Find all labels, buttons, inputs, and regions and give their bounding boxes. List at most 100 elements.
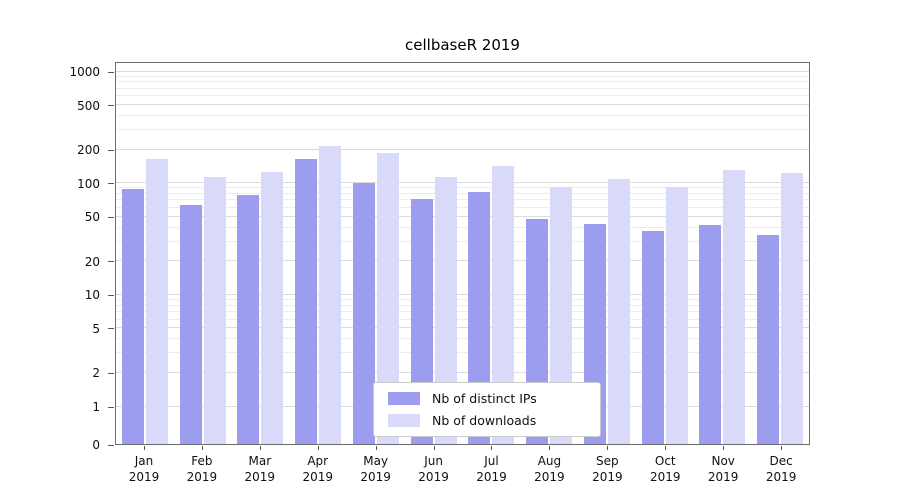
x-tick-mark bbox=[723, 446, 725, 450]
gridline bbox=[116, 318, 809, 320]
gridline bbox=[116, 226, 809, 228]
bar-group-apr bbox=[289, 145, 347, 444]
y-tick-label: 1 bbox=[92, 400, 100, 414]
bar-group-nov bbox=[694, 169, 752, 444]
y-tick-mark bbox=[108, 149, 114, 151]
bar-distinct-ips-may bbox=[352, 182, 375, 444]
y-tick-mark bbox=[108, 444, 114, 446]
y-tick-label: 0 bbox=[92, 438, 100, 452]
bar-distinct-ips-jul bbox=[468, 192, 491, 444]
bar-downloads-feb bbox=[203, 176, 226, 444]
gridline bbox=[116, 327, 809, 329]
y-tick-mark bbox=[108, 183, 114, 185]
bar-downloads-may bbox=[376, 152, 399, 444]
gridline bbox=[116, 128, 809, 130]
gridline bbox=[116, 193, 809, 194]
x-tick-label-nov: Nov 2019 bbox=[694, 446, 752, 485]
x-tick-label-jul: Jul 2019 bbox=[463, 446, 521, 485]
gridline bbox=[116, 240, 809, 242]
x-tick-mark bbox=[201, 446, 203, 450]
gridline bbox=[116, 114, 809, 116]
bar-group-may bbox=[347, 152, 405, 444]
legend-swatch-distinct-ips bbox=[388, 392, 420, 405]
bar-downloads-jul bbox=[492, 165, 515, 444]
x-tick-mark bbox=[607, 446, 609, 450]
y-tick-label: 200 bbox=[77, 143, 100, 158]
gridline bbox=[116, 352, 809, 354]
gridline bbox=[116, 311, 809, 313]
bar-group-mar bbox=[232, 172, 290, 444]
gridline bbox=[116, 81, 809, 83]
gridline bbox=[116, 87, 809, 89]
x-tick-label-aug: Aug 2019 bbox=[520, 446, 578, 485]
gridline bbox=[116, 293, 809, 295]
bar-distinct-ips-dec bbox=[757, 235, 780, 444]
y-tick-label: 20 bbox=[84, 254, 100, 269]
bar-downloads-aug bbox=[550, 187, 573, 444]
y-tick-label: 5 bbox=[92, 321, 100, 336]
bar-downloads-sep bbox=[607, 178, 630, 444]
y-tick-mark bbox=[108, 216, 114, 218]
legend-item-distinct-ips: Nb of distinct IPs bbox=[388, 391, 586, 406]
y-tick-label: 50 bbox=[84, 210, 100, 225]
y-tick-mark bbox=[108, 294, 114, 296]
x-tick-label-may: May 2019 bbox=[347, 446, 405, 485]
bar-downloads-dec bbox=[781, 173, 804, 444]
gridline bbox=[116, 304, 809, 306]
y-tick-mark bbox=[108, 328, 114, 330]
legend-label-distinct-ips: Nb of distinct IPs bbox=[432, 391, 537, 406]
gridline bbox=[116, 75, 809, 77]
bar-group-feb bbox=[174, 176, 232, 444]
x-tick-label-mar: Mar 2019 bbox=[231, 446, 289, 485]
x-tick-label-jun: Jun 2019 bbox=[405, 446, 463, 485]
x-tick-label-jan: Jan 2019 bbox=[115, 446, 173, 485]
gridline bbox=[116, 260, 809, 262]
bar-group-dec bbox=[751, 173, 809, 444]
x-tick-mark bbox=[375, 446, 377, 450]
y-tick-label: 1000 bbox=[69, 65, 100, 79]
y-tick-mark bbox=[108, 261, 114, 263]
bar-distinct-ips-nov bbox=[699, 224, 722, 444]
y-tick-label: 10 bbox=[84, 288, 100, 303]
x-tick-label-sep: Sep 2019 bbox=[578, 446, 636, 485]
bar-distinct-ips-oct bbox=[641, 230, 664, 444]
x-tick-mark bbox=[259, 446, 261, 450]
y-tick-mark bbox=[108, 71, 114, 73]
x-tick-mark bbox=[665, 446, 667, 450]
x-tick-label-oct: Oct 2019 bbox=[636, 446, 694, 485]
bar-downloads-jan bbox=[145, 159, 168, 444]
legend: Nb of distinct IPs Nb of downloads bbox=[373, 382, 601, 437]
legend-label-downloads: Nb of downloads bbox=[432, 413, 537, 428]
chart-title: cellbaseR 2019 bbox=[405, 36, 520, 54]
x-tick-label-apr: Apr 2019 bbox=[289, 446, 347, 485]
gridline bbox=[116, 298, 809, 300]
y-tick-label: 500 bbox=[77, 98, 100, 113]
x-axis: Jan 2019 Feb 2019 Mar 2019 Apr 2019 May 2019 Jun 20… bbox=[115, 446, 810, 485]
bar-group-jan bbox=[116, 159, 174, 444]
bar-downloads-nov bbox=[723, 169, 746, 444]
y-axis: 0 1 2 5 10 20 50 100 200 500 1000 bbox=[0, 62, 115, 451]
y-tick-label: 100 bbox=[77, 176, 100, 191]
x-tick-label-dec: Dec 2019 bbox=[752, 446, 810, 485]
gridline bbox=[116, 95, 809, 97]
x-tick-mark bbox=[549, 446, 551, 450]
gridline bbox=[116, 70, 809, 72]
legend-swatch-downloads bbox=[388, 414, 420, 427]
bar-downloads-apr bbox=[319, 145, 342, 444]
legend-item-downloads: Nb of downloads bbox=[388, 413, 586, 428]
gridline bbox=[116, 187, 809, 189]
bar-distinct-ips-apr bbox=[295, 158, 318, 444]
bar-downloads-jun bbox=[434, 177, 457, 444]
plot-area: Nb of distinct IPs Nb of downloads bbox=[115, 62, 810, 445]
x-tick-mark bbox=[491, 446, 493, 450]
bars-container bbox=[116, 63, 809, 444]
bar-distinct-ips-mar bbox=[237, 194, 260, 444]
gridline bbox=[116, 206, 809, 208]
gridline bbox=[116, 215, 809, 217]
x-tick-label-feb: Feb 2019 bbox=[173, 446, 231, 485]
gridline bbox=[116, 104, 809, 106]
gridline bbox=[116, 371, 809, 373]
bar-group-oct bbox=[636, 186, 694, 444]
bar-group-jul bbox=[463, 165, 521, 444]
